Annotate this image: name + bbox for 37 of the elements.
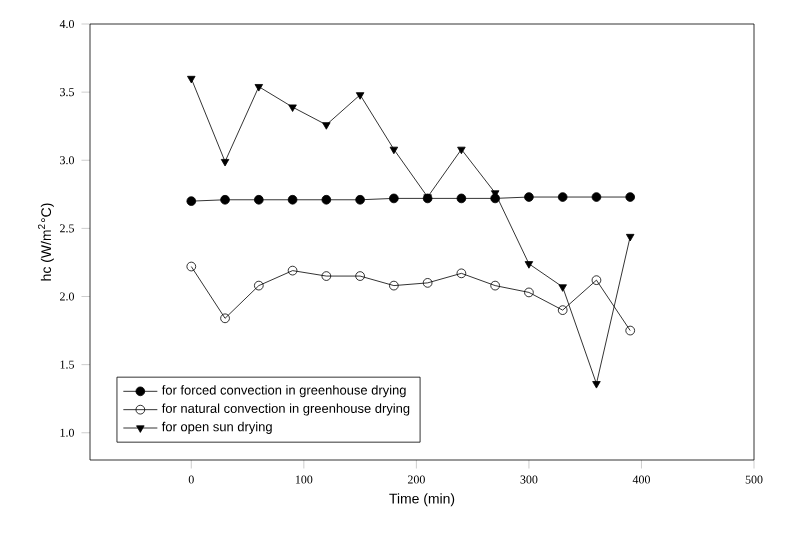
point <box>287 265 298 276</box>
point <box>490 280 500 291</box>
point <box>524 192 534 202</box>
point <box>524 287 534 298</box>
point <box>456 193 467 204</box>
point <box>625 192 636 202</box>
point <box>557 305 568 315</box>
point <box>220 194 230 205</box>
point <box>288 104 297 112</box>
point <box>254 84 264 92</box>
point <box>355 194 365 205</box>
point <box>220 313 230 324</box>
point <box>186 196 197 206</box>
point <box>591 275 602 285</box>
point <box>389 146 399 155</box>
point <box>592 381 601 389</box>
point <box>591 192 602 202</box>
point <box>422 278 433 288</box>
point <box>457 146 466 155</box>
point <box>524 261 534 269</box>
point <box>557 192 568 202</box>
point <box>389 193 399 204</box>
point <box>321 271 332 281</box>
point <box>254 194 264 205</box>
point <box>321 194 332 205</box>
point <box>626 233 635 242</box>
point <box>220 159 230 167</box>
point <box>254 280 264 291</box>
point <box>558 284 567 292</box>
point <box>287 194 298 205</box>
point <box>355 92 365 100</box>
point <box>389 280 399 291</box>
point <box>322 122 331 130</box>
point <box>490 193 500 204</box>
point <box>355 271 365 281</box>
point <box>456 268 467 279</box>
point <box>187 75 196 84</box>
